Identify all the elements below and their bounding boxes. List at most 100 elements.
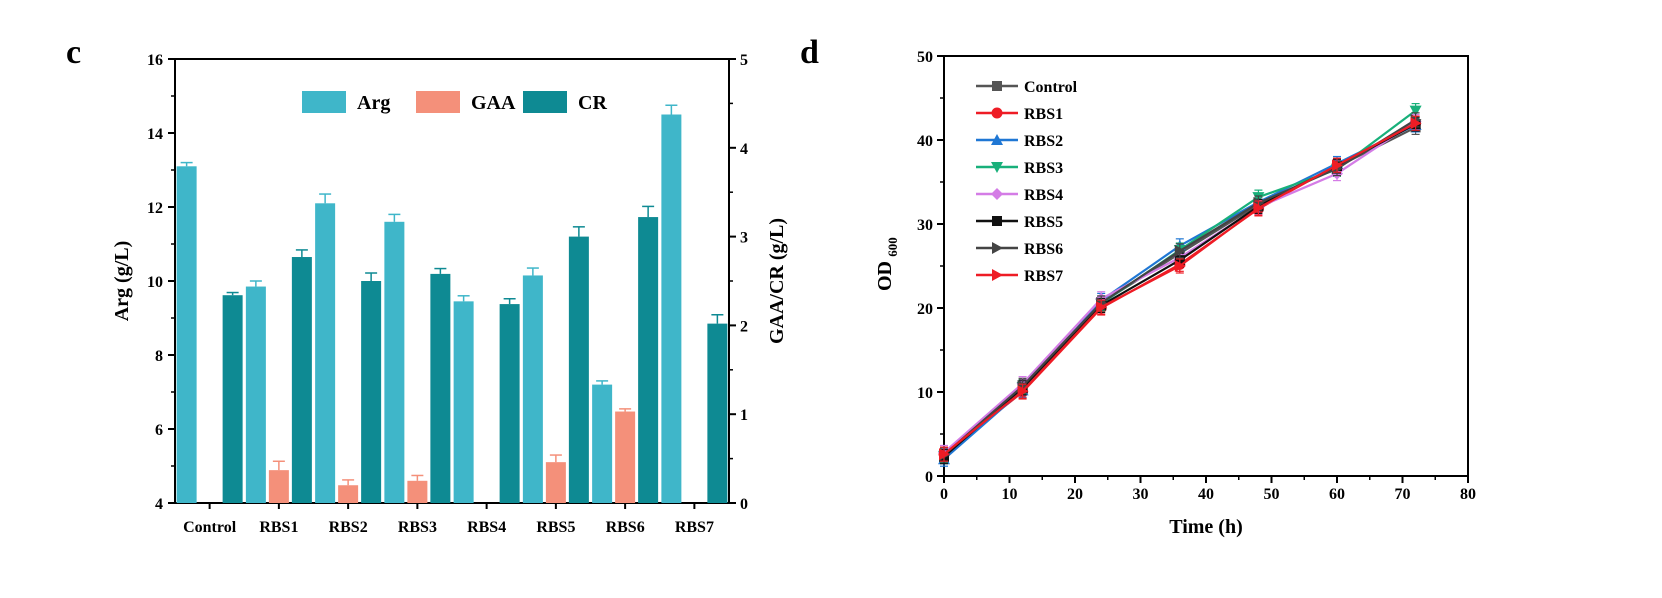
bar-left-tick-label: 10 bbox=[147, 274, 163, 291]
bar-cr bbox=[430, 273, 451, 503]
line-y-tick-label: 50 bbox=[917, 49, 933, 66]
line-legend-marker-rbs4 bbox=[991, 188, 1003, 200]
line-x-tick-label: 70 bbox=[1395, 486, 1411, 503]
bar-left-tick-label: 16 bbox=[147, 52, 163, 69]
bar-cr bbox=[361, 281, 382, 503]
bar-category-label: RBS6 bbox=[606, 519, 645, 536]
line-x-tick-label: 80 bbox=[1460, 486, 1476, 503]
bar-cr bbox=[638, 217, 659, 503]
line-legend-label-rbs6: RBS6 bbox=[1024, 241, 1063, 258]
bar-cr bbox=[568, 236, 589, 503]
line-y-tick-label: 0 bbox=[925, 469, 933, 486]
line-point-rbs7 bbox=[1253, 202, 1265, 215]
bar-right-tick-label: 5 bbox=[740, 52, 748, 69]
bar-legend-label-cr: CR bbox=[578, 92, 607, 114]
bar-legend-label-gaa: GAA bbox=[471, 92, 516, 114]
bar-arg bbox=[176, 166, 197, 504]
bar-arg bbox=[315, 203, 336, 504]
line-point-rbs7 bbox=[1096, 301, 1108, 314]
line-legend-marker-rbs3 bbox=[991, 162, 1003, 173]
line-point-rbs7 bbox=[1332, 159, 1343, 172]
bar-gaa bbox=[268, 470, 289, 503]
bar-right-tick-label: 0 bbox=[740, 496, 748, 513]
bar-gaa bbox=[338, 485, 359, 503]
line-legend-marker-rbs1 bbox=[991, 107, 1003, 119]
bar-right-tick-label: 4 bbox=[740, 141, 748, 158]
bar-cr bbox=[707, 323, 728, 503]
bar-category-label: RBS4 bbox=[467, 519, 506, 536]
line-legend-marker-rbs2 bbox=[991, 134, 1003, 145]
line-legend-marker-rbs6 bbox=[992, 242, 1003, 254]
bar-category-label: RBS3 bbox=[398, 519, 437, 536]
bar-left-tick-label: 14 bbox=[147, 126, 163, 143]
bar-gaa bbox=[615, 411, 636, 503]
bar-category-label: RBS7 bbox=[675, 519, 714, 536]
line-series-rbs6 bbox=[943, 118, 1417, 456]
bar-arg bbox=[661, 114, 682, 503]
bar-right-tick-label: 3 bbox=[740, 230, 748, 247]
line-x-tick-label: 60 bbox=[1329, 486, 1345, 503]
line-legend-label-rbs4: RBS4 bbox=[1024, 187, 1063, 204]
line-x-tick-label: 50 bbox=[1264, 486, 1280, 503]
bar-legend-label-arg: Arg bbox=[357, 92, 390, 114]
line-point-rbs3 bbox=[1409, 105, 1422, 117]
bar-gaa bbox=[545, 462, 566, 503]
bar-category-label: RBS2 bbox=[329, 519, 368, 536]
line-chart-frame bbox=[943, 55, 1469, 477]
line-x-axis-title: Time (h) bbox=[1169, 516, 1243, 538]
bar-left-tick-label: 6 bbox=[155, 422, 163, 439]
bar-left-axis-title: Arg (g/L) bbox=[111, 241, 133, 322]
bar-right-tick-label: 1 bbox=[740, 407, 748, 424]
panel-c-label: c bbox=[66, 34, 81, 71]
bar-chart-panel: Arg (g/L) GAA/CR (g/L) 46810121416012345… bbox=[111, 52, 788, 536]
line-point-rbs7 bbox=[939, 448, 950, 461]
bar-left-tick-label: 12 bbox=[147, 200, 163, 217]
bar-arg bbox=[592, 384, 613, 503]
panel-d-label: d bbox=[800, 34, 819, 71]
line-point-rbs7 bbox=[1410, 117, 1422, 130]
bar-category-label: RBS5 bbox=[536, 519, 575, 536]
line-x-tick-label: 10 bbox=[1002, 486, 1018, 503]
bar-arg bbox=[245, 286, 266, 503]
bar-arg bbox=[384, 221, 405, 504]
bar-category-label: Control bbox=[183, 519, 237, 536]
bar-right-axis-title: GAA/CR (g/L) bbox=[766, 218, 788, 344]
line-y-axis-title: OD 600 bbox=[874, 237, 900, 291]
line-legend-label-rbs2: RBS2 bbox=[1024, 133, 1063, 150]
line-series-rbs1 bbox=[943, 122, 1417, 456]
bar-cr bbox=[291, 257, 312, 503]
line-legend-marker-control bbox=[992, 81, 1002, 91]
line-series-rbs4 bbox=[943, 120, 1417, 454]
line-legend-label-rbs1: RBS1 bbox=[1024, 106, 1063, 123]
line-series-rbs2 bbox=[943, 123, 1417, 461]
line-y-axis-title-main: OD bbox=[874, 261, 896, 291]
bar-category-label: RBS1 bbox=[259, 519, 298, 536]
line-legend-marker-rbs5 bbox=[992, 216, 1002, 226]
line-y-tick-label: 10 bbox=[917, 385, 933, 402]
line-x-tick-label: 20 bbox=[1067, 486, 1083, 503]
bar-arg bbox=[453, 301, 474, 503]
bar-arg bbox=[522, 275, 543, 503]
line-point-rbs7 bbox=[1017, 385, 1029, 398]
line-series-rbs5 bbox=[943, 123, 1417, 458]
bar-legend-swatch-arg bbox=[302, 91, 346, 113]
line-legend-label-rbs5: RBS5 bbox=[1024, 214, 1063, 231]
line-x-tick-label: 40 bbox=[1198, 486, 1214, 503]
line-legend-label-rbs7: RBS7 bbox=[1024, 268, 1063, 285]
bar-cr bbox=[499, 304, 520, 503]
bar-gaa bbox=[407, 480, 428, 503]
line-x-tick-label: 30 bbox=[1133, 486, 1149, 503]
line-legend-label-rbs3: RBS3 bbox=[1024, 160, 1063, 177]
bar-legend-swatch-cr bbox=[523, 91, 567, 113]
line-point-rbs6 bbox=[1174, 244, 1186, 257]
line-point-rbs7 bbox=[1174, 260, 1186, 272]
line-series-rbs7 bbox=[943, 122, 1417, 456]
line-y-tick-label: 30 bbox=[917, 217, 933, 234]
bar-right-tick-label: 2 bbox=[740, 318, 748, 335]
bar-cr bbox=[222, 295, 243, 503]
line-y-tick-label: 40 bbox=[917, 133, 933, 150]
line-series-control bbox=[943, 126, 1417, 456]
bar-legend-swatch-gaa bbox=[416, 91, 460, 113]
bar-left-tick-label: 8 bbox=[155, 348, 163, 365]
